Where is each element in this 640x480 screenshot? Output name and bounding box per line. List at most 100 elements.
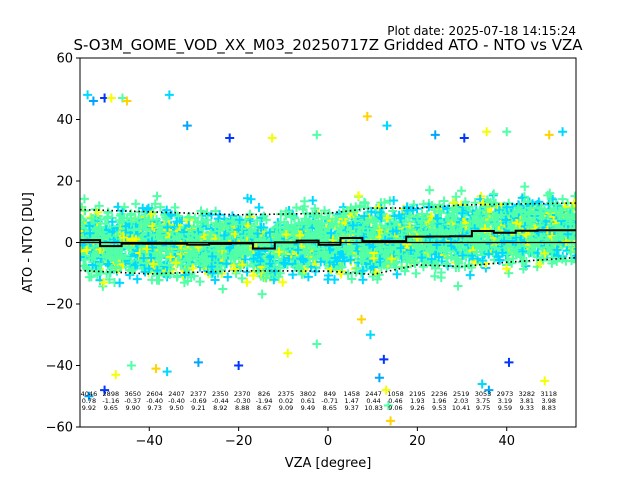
scatter-point — [543, 190, 553, 200]
bin-stat-stds: 8.65 — [323, 404, 337, 412]
scatter-point — [316, 257, 326, 267]
scatter-point — [104, 275, 114, 285]
scatter-point — [498, 248, 508, 258]
scatter-point — [515, 205, 525, 215]
bin-stat-means: 3.19 — [498, 397, 512, 405]
scatter-point — [412, 233, 422, 243]
scatter-point — [571, 257, 576, 267]
x-axis-ticks: −40 −20 0 20 40 — [136, 427, 515, 449]
bin-stat-stds: 8.83 — [542, 404, 556, 412]
scatter-point — [142, 205, 152, 215]
scatter-point — [84, 391, 94, 401]
bin-stat-means: 1.47 — [344, 397, 358, 405]
scatter-point — [129, 225, 139, 235]
scatter-point — [151, 364, 161, 374]
scatter-point — [222, 259, 232, 269]
scatter-point — [202, 208, 212, 218]
scatter-point — [416, 221, 426, 231]
scatter-point — [565, 217, 575, 227]
bin-stat-stds: 9.73 — [147, 404, 161, 412]
scatter-point — [511, 233, 521, 243]
scatter-point — [346, 255, 356, 265]
scatter-point — [152, 191, 162, 201]
bin-stat-stds: 9.49 — [301, 404, 315, 412]
scatter-point — [358, 223, 368, 233]
scatter-point — [347, 274, 357, 284]
bin-stat-means: -0.40 — [168, 397, 185, 405]
scatter-point — [310, 204, 320, 214]
scatter-point — [236, 249, 246, 259]
scatter-point — [382, 121, 392, 131]
scatter-point — [257, 289, 267, 299]
scatter-point — [99, 252, 109, 262]
scatter-point — [363, 227, 373, 237]
scatter-point — [518, 247, 528, 257]
bin-stat-counts: 2195 — [409, 390, 426, 398]
scatter-point — [527, 247, 537, 257]
scatter-point — [368, 231, 378, 241]
scatter-point — [80, 194, 89, 204]
scatter-point — [254, 245, 264, 255]
scatter-point — [308, 231, 318, 241]
bin-stat-counts: 1058 — [387, 390, 404, 398]
scatter-point — [299, 201, 309, 211]
scatter-point — [144, 264, 154, 274]
bin-stat-means: 0.61 — [301, 397, 315, 405]
scatter-point — [439, 246, 449, 256]
scatter-point — [370, 224, 380, 234]
bin-stat-stds: 8.88 — [235, 404, 249, 412]
scatter-point — [390, 211, 400, 221]
scatter-point — [237, 259, 247, 269]
scatter-point — [526, 203, 536, 213]
scatter-point — [427, 254, 437, 264]
scatter-point — [131, 199, 141, 209]
scatter-point — [280, 259, 290, 269]
scatter-point — [426, 220, 436, 230]
scatter-point — [265, 252, 275, 262]
scatter-point — [143, 215, 153, 225]
scatter-point — [365, 330, 375, 340]
scatter-point — [392, 269, 402, 279]
scatter-point — [430, 271, 440, 281]
scatter-point — [406, 245, 416, 255]
scatter-point — [162, 367, 172, 377]
scatter-point — [295, 231, 305, 241]
scatter-point — [554, 224, 564, 234]
scatter-point — [88, 96, 98, 106]
scatter-point — [573, 224, 576, 227]
scatter-point — [183, 276, 193, 286]
scatter-point — [496, 210, 506, 220]
scatter-point — [117, 216, 127, 226]
scatter-point — [119, 233, 129, 243]
scatter-point — [256, 256, 266, 266]
scatter-point — [323, 274, 333, 284]
scatter-point — [363, 217, 373, 227]
x-tick-label: 40 — [498, 434, 515, 449]
scatter-point — [478, 256, 488, 266]
bin-stat-means: 0.78 — [82, 397, 96, 405]
scatter-point — [539, 248, 549, 258]
bin-stat-stds: 9.50 — [169, 404, 183, 412]
bin-stat-means: -0.37 — [124, 397, 141, 405]
scatter-point — [347, 251, 357, 261]
scatter-point — [321, 231, 331, 241]
bin-stat-stds: 9.90 — [125, 404, 139, 412]
scatter-point — [432, 213, 442, 223]
scatter-point — [451, 215, 461, 225]
scatter-point — [192, 231, 202, 241]
scatter-point — [308, 196, 318, 206]
bin-stat-stds: 9.92 — [82, 404, 96, 412]
scatter-point — [495, 255, 505, 265]
scatter-point — [246, 194, 256, 204]
bin-stat-counts: 826 — [258, 390, 270, 398]
scatter-point — [472, 236, 482, 246]
bin-stat-counts: 2519 — [453, 390, 470, 398]
scatter-point — [456, 220, 466, 230]
scatter-point — [490, 215, 500, 225]
scatter-point — [357, 314, 367, 324]
x-axis-label: VZA [degree] — [285, 456, 372, 471]
y-tick-label: −20 — [46, 298, 73, 313]
scatter-point — [161, 246, 171, 256]
scatter-point — [571, 233, 576, 243]
